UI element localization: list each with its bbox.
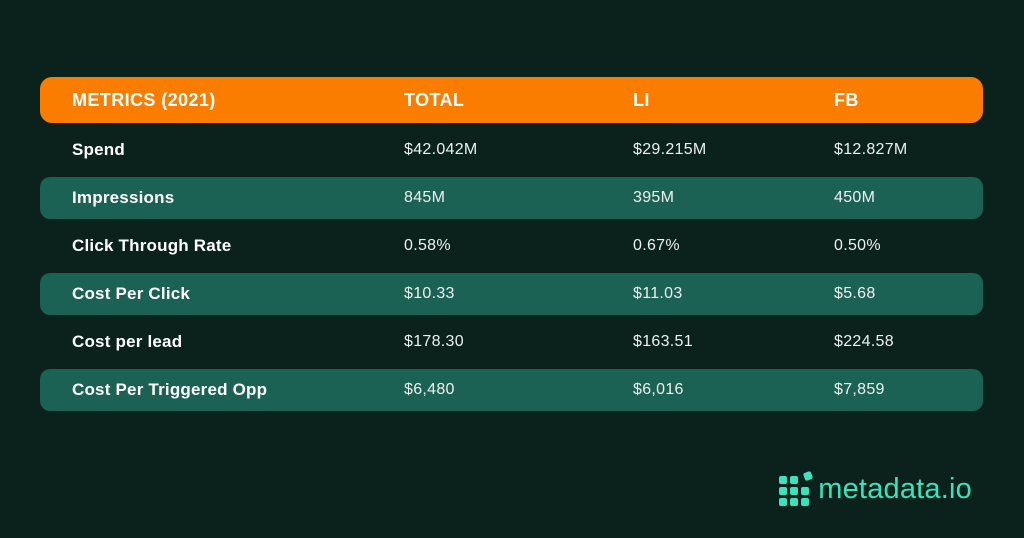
table-header-row: METRICS (2021) TOTAL LI FB: [40, 77, 983, 123]
cell-value: $178.30: [404, 333, 464, 350]
row-label: Click Through Rate: [72, 236, 232, 255]
table-row-cost-per-click: Cost Per Click $10.33 $11.03 $5.68: [40, 273, 983, 315]
cell-value: 845M: [404, 189, 446, 206]
header-cell-metrics: METRICS (2021): [72, 89, 216, 110]
table-row-spend: Spend $42.042M $29.215M $12.827M: [40, 129, 983, 171]
cell-value: 0.67%: [633, 237, 680, 254]
table-row-click-through-rate: Click Through Rate 0.58% 0.67% 0.50%: [40, 225, 983, 267]
header-cell-fb: FB: [834, 89, 859, 110]
cell-value: $224.58: [834, 333, 894, 350]
table-row-cost-per-lead: Cost per lead $178.30 $163.51 $224.58: [40, 321, 983, 363]
metrics-table: METRICS (2021) TOTAL LI FB Spend $42.042…: [40, 77, 983, 411]
cell-value: $29.215M: [633, 141, 707, 158]
row-label: Impressions: [72, 188, 175, 207]
cell-value: $12.827M: [834, 141, 908, 158]
metadata-logo: metadata.io: [779, 470, 972, 506]
table-row-cost-per-triggered-opp: Cost Per Triggered Opp $6,480 $6,016 $7,…: [40, 369, 983, 411]
header-cell-total: TOTAL: [404, 89, 465, 110]
cell-value: $163.51: [633, 333, 693, 350]
cell-value: $7,859: [834, 381, 885, 398]
cell-value: $5.68: [834, 285, 876, 302]
cell-value: $42.042M: [404, 141, 478, 158]
cell-value: 395M: [633, 189, 675, 206]
cell-value: $6,480: [404, 381, 455, 398]
cell-value: $6,016: [633, 381, 684, 398]
row-label: Cost per lead: [72, 332, 183, 351]
row-label: Cost Per Click: [72, 284, 191, 303]
cell-value: $11.03: [633, 285, 683, 302]
cell-value: 0.50%: [834, 237, 881, 254]
cell-value: $10.33: [404, 285, 455, 302]
tilted-square: [803, 470, 814, 482]
table-row-impressions: Impressions 845M 395M 450M: [40, 177, 983, 219]
row-label: Spend: [72, 140, 125, 159]
header-cell-li: LI: [633, 89, 650, 110]
row-label: Cost Per Triggered Opp: [72, 380, 268, 399]
cell-value: 450M: [834, 189, 876, 206]
cell-value: 0.58%: [404, 237, 451, 254]
logo-text: metadata.io: [818, 472, 972, 505]
grid-of-squares-icon: [779, 470, 814, 506]
